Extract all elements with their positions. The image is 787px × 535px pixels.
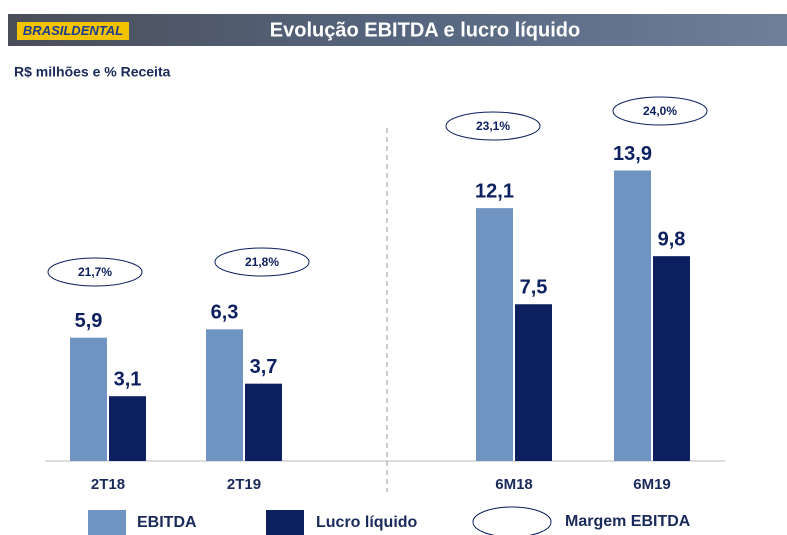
- x-tick-label: 2T19: [227, 476, 261, 493]
- data-label: 6,3: [211, 302, 239, 324]
- bar: [476, 208, 513, 461]
- bar: [70, 337, 107, 461]
- legend-label: Margem EBITDA: [565, 513, 691, 530]
- data-label: 12,1: [475, 180, 514, 202]
- legend-ellipse: [472, 506, 552, 535]
- margin-label: 21,8%: [245, 255, 279, 269]
- margin-ellipse: [445, 111, 541, 141]
- data-label: 3,7: [250, 356, 278, 378]
- legend-label: EBITDA: [137, 514, 197, 531]
- margin-label: 23,1%: [476, 119, 510, 133]
- chart-title: Evolução EBITDA e lucro líquido: [270, 19, 580, 41]
- x-tick-label: 6M18: [495, 476, 533, 493]
- data-label: 7,5: [520, 277, 548, 299]
- bar: [614, 170, 651, 462]
- subtitle: R$ milhões e % Receita: [14, 64, 171, 80]
- margin-ellipse: [612, 96, 708, 126]
- data-label: 3,1: [114, 368, 142, 390]
- x-tick-label: 6M19: [633, 476, 671, 493]
- margin-ellipse: [47, 257, 143, 287]
- x-tick-label: 2T18: [91, 476, 125, 493]
- data-label: 5,9: [75, 310, 103, 332]
- header-bar: [8, 14, 787, 46]
- bar: [653, 256, 690, 461]
- bar: [245, 383, 282, 461]
- margin-label: 21,7%: [78, 265, 112, 279]
- bar: [206, 329, 243, 461]
- legend-swatch: [266, 510, 304, 535]
- margin-label: 24,0%: [643, 104, 677, 118]
- logo: BRASILDENTAL: [23, 23, 123, 38]
- legend-label: Lucro líquido: [316, 514, 418, 531]
- data-label: 9,8: [658, 228, 686, 250]
- data-label: 13,9: [613, 143, 652, 165]
- margin-ellipse: [214, 247, 310, 277]
- logo-box: [17, 22, 129, 40]
- bar: [109, 396, 146, 461]
- legend-swatch: [88, 510, 126, 535]
- bar: [515, 304, 552, 461]
